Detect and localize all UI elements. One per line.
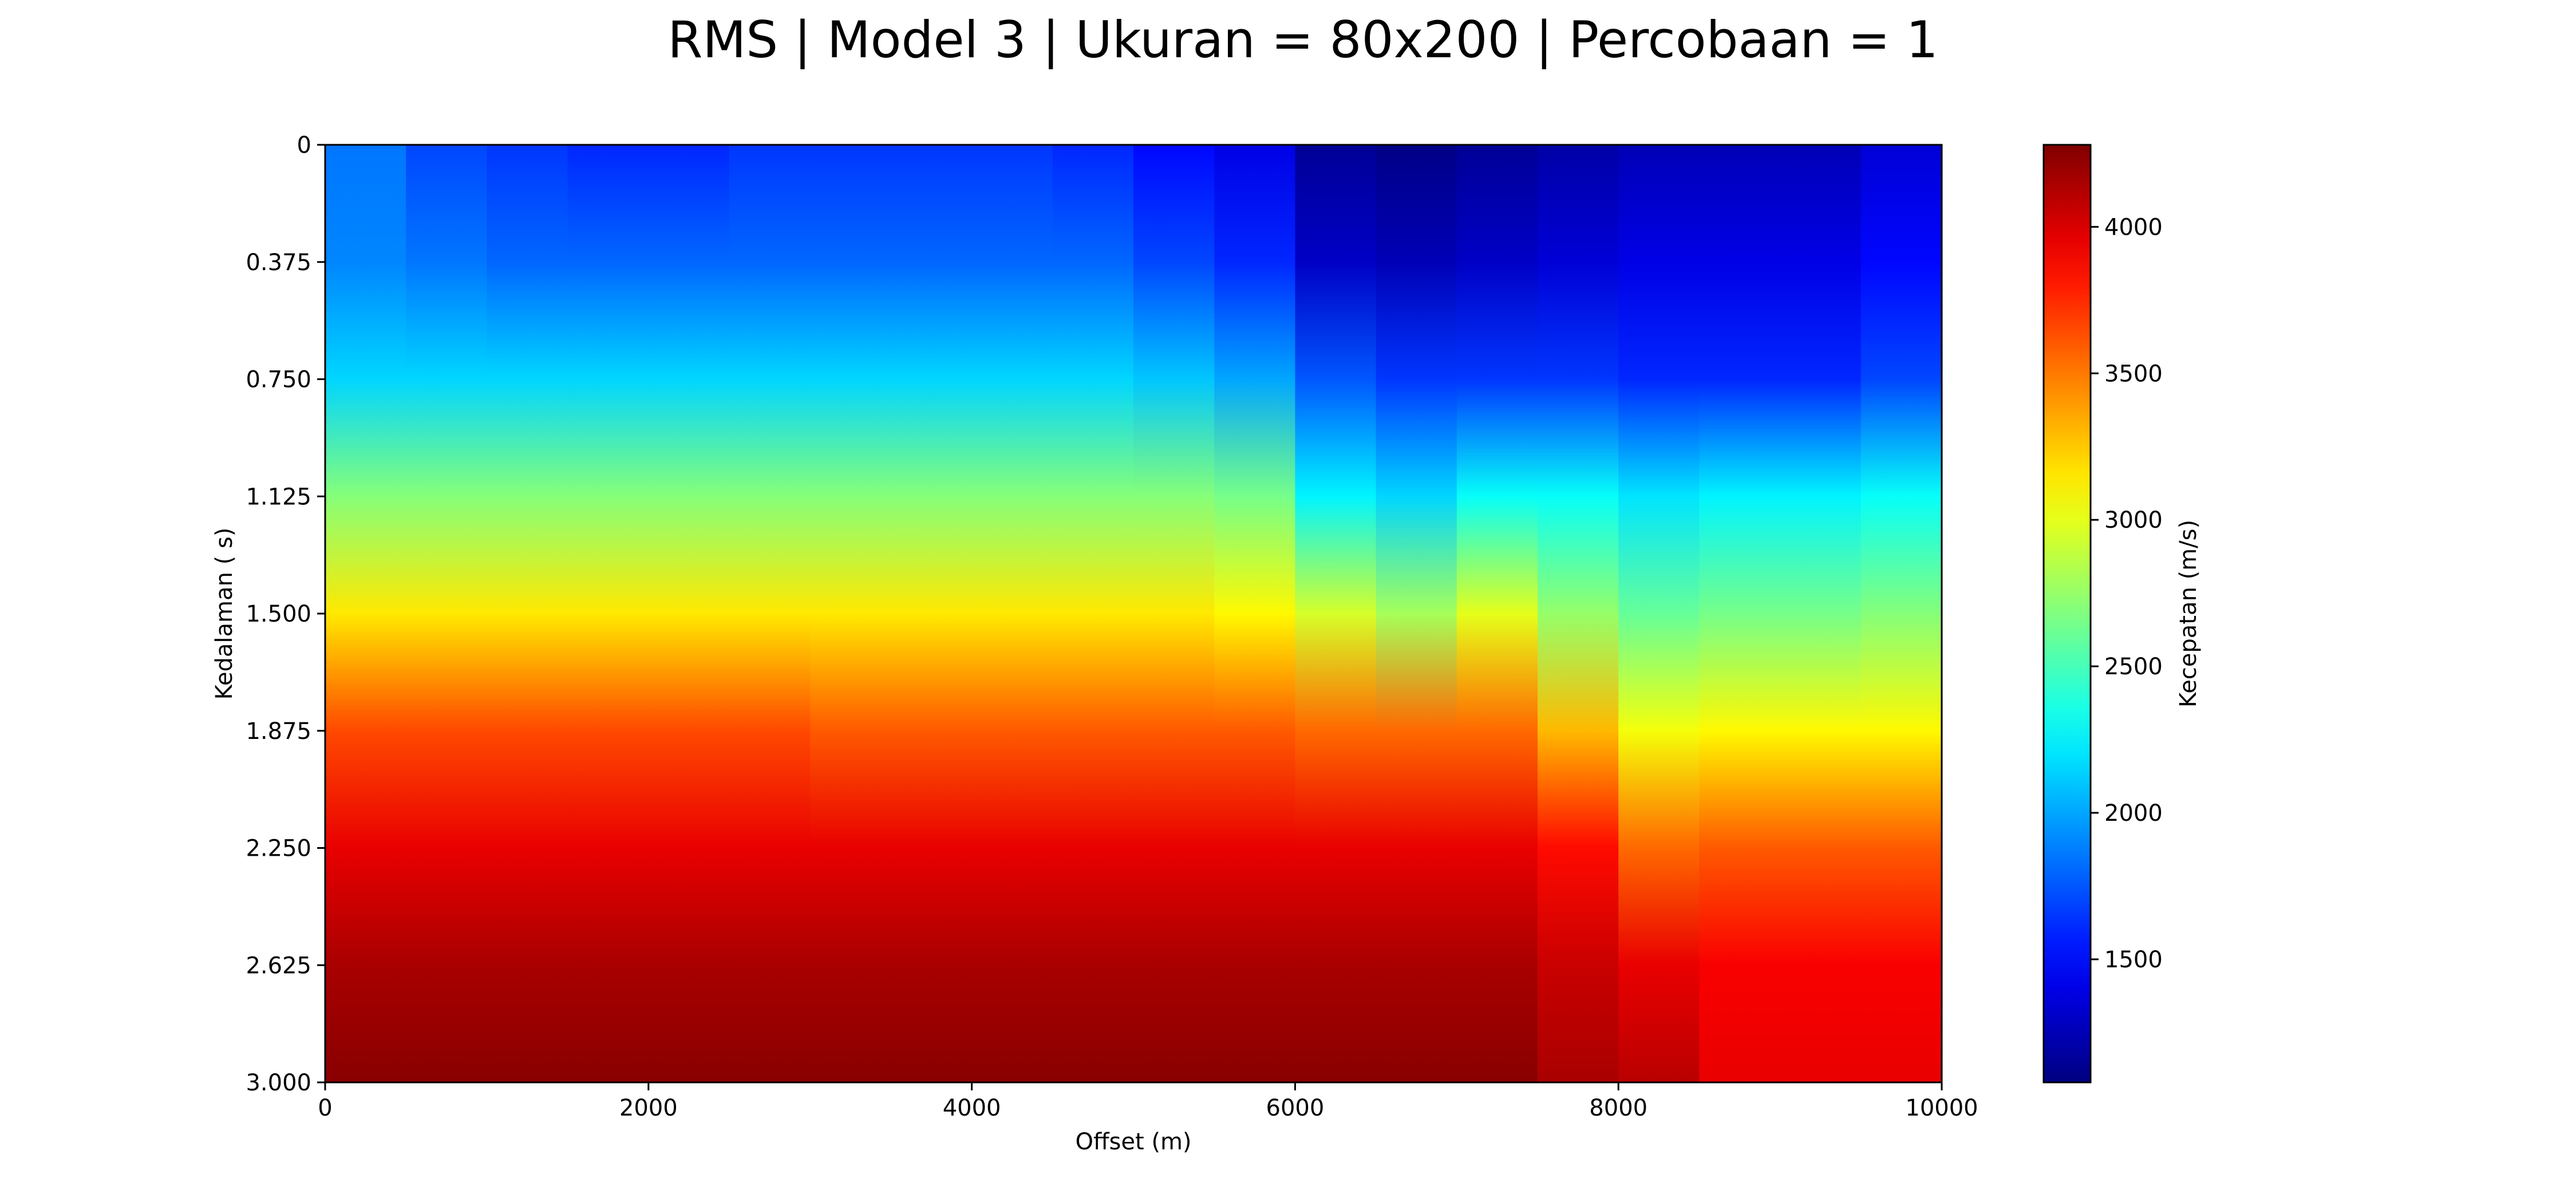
y-tick-label: 2.250 [246, 836, 311, 862]
heatmap-column [971, 145, 1053, 1082]
heatmap-column [648, 145, 730, 1082]
heatmap-column [1214, 145, 1296, 1082]
y-tick-label: 0.375 [246, 250, 311, 276]
x-tick-label: 0 [318, 1095, 332, 1121]
y-axis: 0 0.375 0.750 1.125 1.500 1.875 2.250 2.625 3.00… [246, 132, 325, 1096]
x-axis: 0 2000 4000 6000 8000 10000 [318, 1082, 1978, 1121]
heatmap-column [1618, 145, 1700, 1082]
colorbar-axis: 1500 2000 2500 3000 3500 4000 [2091, 214, 2163, 973]
colorbar [2042, 144, 2092, 1084]
x-tick-label: 10000 [1905, 1095, 1978, 1121]
heatmap-column [1052, 145, 1134, 1082]
heatmap-column [1860, 145, 1942, 1082]
y-tick-label: 1.875 [246, 718, 311, 745]
y-tick-label: 3.000 [246, 1070, 311, 1096]
x-tick-label: 8000 [1589, 1095, 1647, 1121]
y-tick-label: 1.500 [246, 601, 311, 627]
y-tick-label: 0.750 [246, 367, 311, 393]
heatmap-column [1295, 145, 1377, 1082]
y-axis-label: Kedalaman ( s) [211, 528, 238, 700]
heatmap-column [1780, 145, 1862, 1082]
heatmap-column [1456, 145, 1538, 1082]
x-tick-label: 4000 [943, 1095, 1001, 1121]
colorbar-tick-label: 4000 [2104, 214, 2163, 240]
heatmap-column [1133, 145, 1215, 1082]
x-axis-label: Offset (m) [1075, 1129, 1191, 1155]
y-tick-label: 2.625 [246, 952, 311, 979]
y-tick-label: 1.125 [246, 484, 311, 510]
x-tick-label: 2000 [619, 1095, 678, 1121]
colorbar-tick-label: 3500 [2104, 361, 2163, 387]
heatmap-column [325, 145, 407, 1082]
x-tick-label: 6000 [1266, 1095, 1325, 1121]
heatmap-column [1376, 145, 1457, 1082]
heatmap-column [487, 145, 568, 1082]
heatmap-column [891, 145, 973, 1082]
heatmap-column [810, 145, 892, 1082]
y-tick-label: 0 [297, 132, 311, 159]
heatmap-column [567, 145, 649, 1082]
colorbar-tick-label: 1500 [2104, 947, 2163, 973]
chart-title: RMS | Model 3 | Ukuran = 80x200 | Percob… [667, 10, 1938, 70]
heatmap-column [1538, 145, 1619, 1082]
heatmap-column [406, 145, 488, 1082]
colorbar-label: Kecepatan (m/s) [2175, 520, 2202, 707]
colorbar-tick-label: 2500 [2104, 654, 2163, 680]
colorbar-tick-label: 3000 [2104, 507, 2163, 533]
heatmap-column [1699, 145, 1781, 1082]
heatmap-image [325, 145, 1942, 1082]
heatmap-column [729, 145, 811, 1082]
colorbar-tick-label: 2000 [2104, 800, 2163, 827]
